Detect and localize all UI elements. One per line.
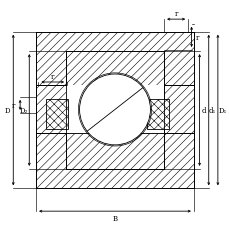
Text: r: r [195,34,198,42]
Bar [36,33,193,86]
Text: d₁: d₁ [208,106,215,114]
Bar [46,100,68,129]
Bar [65,86,164,134]
Bar [36,86,65,134]
Bar [164,86,193,134]
Bar [146,100,168,129]
Bar [36,134,193,188]
Text: r: r [12,101,15,109]
Text: D: D [5,106,10,114]
Text: d: d [201,106,205,114]
Circle shape [79,75,150,145]
Text: B: B [112,214,117,222]
Text: r: r [174,10,177,18]
Text: D₁: D₁ [217,106,226,114]
Bar [65,134,164,169]
Bar [65,52,164,86]
Text: D₂: D₂ [20,106,28,114]
Text: r: r [51,73,54,81]
